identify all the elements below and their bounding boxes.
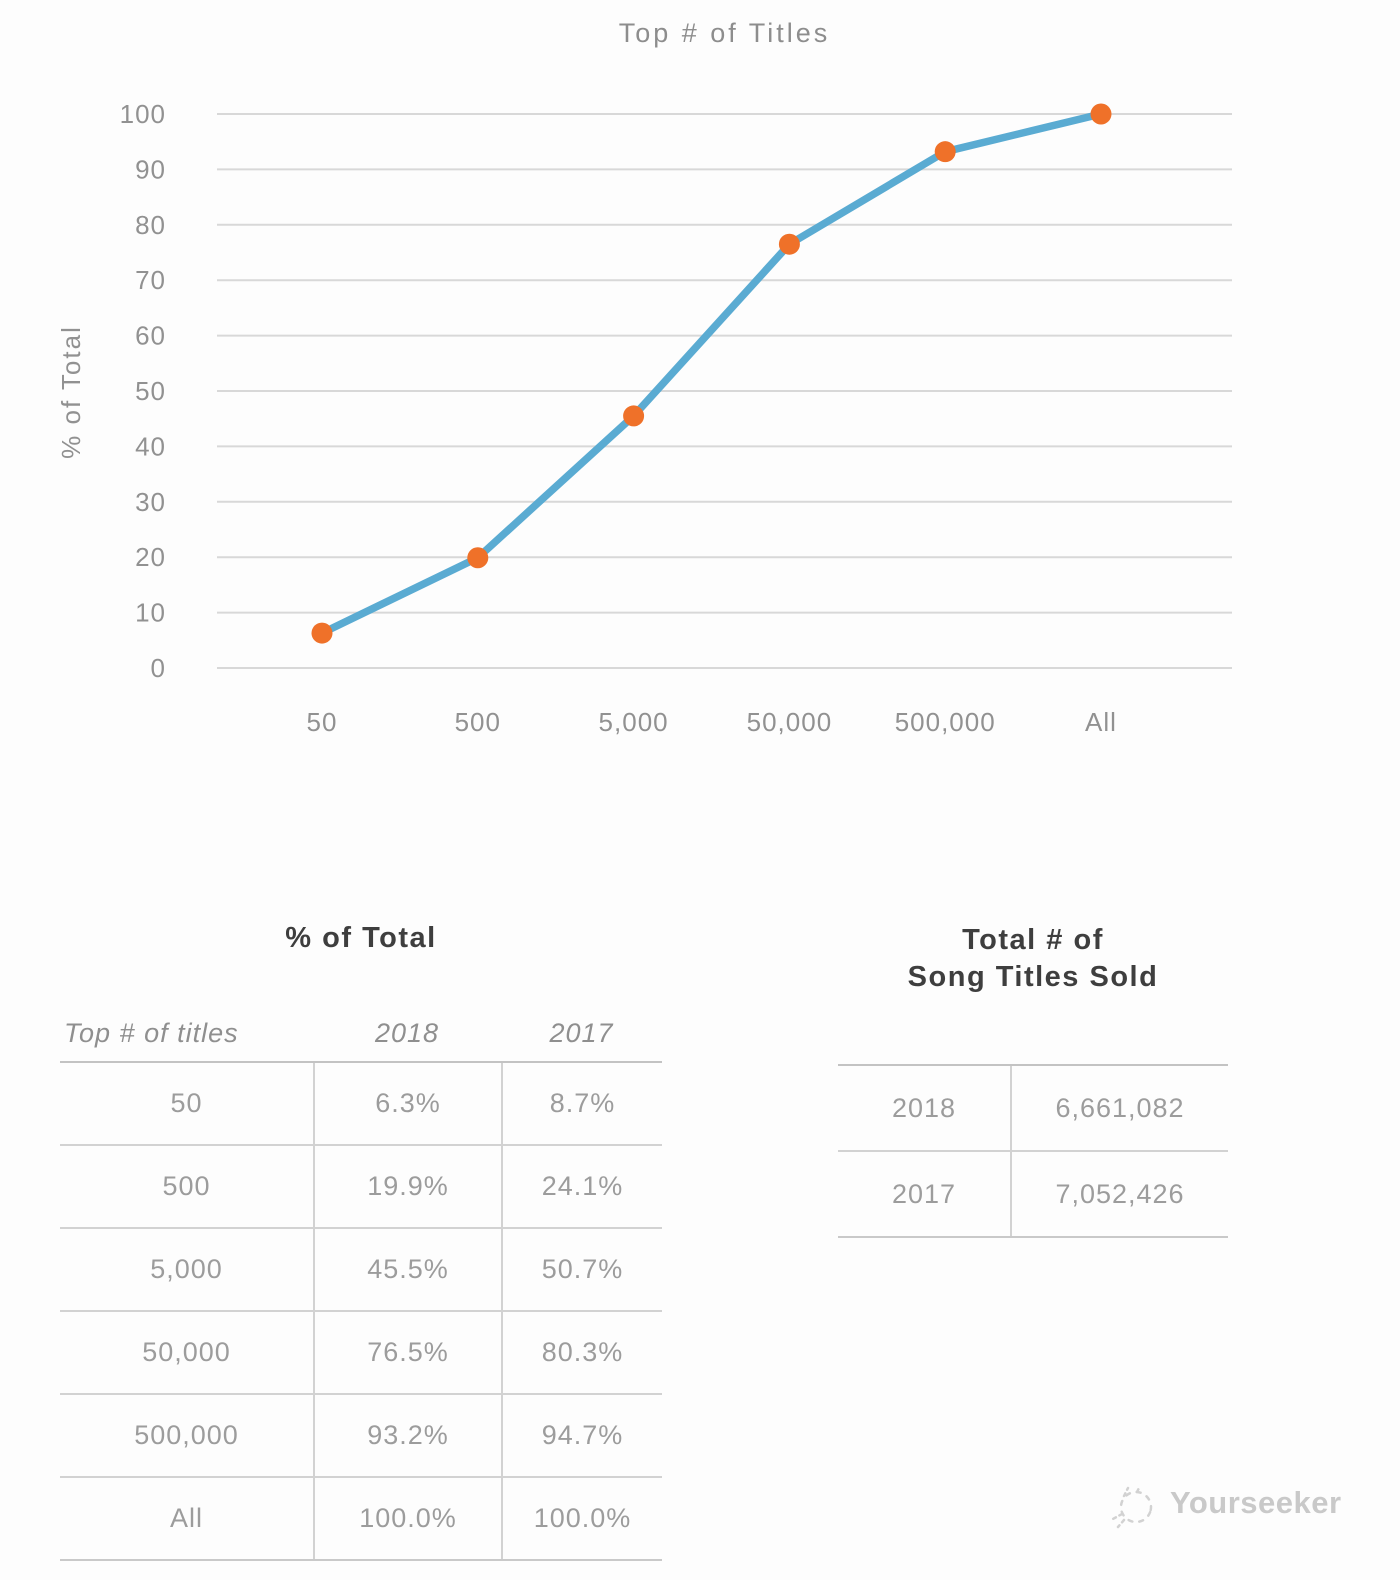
scribble-doodle-icon (1109, 1484, 1153, 1529)
totals-table-title-line1: Total # of (962, 924, 1104, 956)
totals-table-title: Total # of Song Titles Sold (838, 922, 1228, 996)
table-cell: 50.7% (501, 1229, 662, 1310)
table-cell: 6,661,082 (1010, 1066, 1228, 1150)
percent-table-header: Top # of titles 2018 2017 (60, 1012, 662, 1054)
table-cell: 45.5% (313, 1229, 501, 1310)
y-axis-title: % of Total (56, 325, 86, 459)
data-point-marker (467, 547, 489, 569)
percent-table-title: % of Total (285, 922, 437, 954)
percent-table-header-titles: Top # of titles (64, 1017, 239, 1048)
table-row: 50 6.3% 8.7% (60, 1063, 662, 1146)
watermark-label: Yourseeker (1170, 1485, 1342, 1520)
table-row: 2017 7,052,426 (838, 1152, 1228, 1236)
table-cell: 19.9% (313, 1146, 501, 1227)
table-cell: 500,000 (134, 1420, 239, 1450)
table-cell: 80.3% (501, 1312, 662, 1393)
data-point-marker (311, 622, 333, 644)
percent-table: 50 6.3% 8.7% 500 19.9% 24.1% 5,000 45.5% 50.7% 50… (60, 1061, 662, 1561)
table-cell: 6.3% (313, 1063, 501, 1144)
table-cell: 100.0% (313, 1478, 501, 1559)
table-cell: 5,000 (150, 1254, 223, 1284)
table-cell: 100.0% (501, 1478, 662, 1559)
y-axis-tick-label: 50 (135, 376, 166, 406)
table-cell: 2017 (891, 1178, 957, 1209)
y-axis-tick-label: 60 (135, 321, 166, 351)
data-line-2018 (318, 110, 1105, 637)
data-point-marker (1090, 103, 1112, 125)
y-axis-tick-label: 0 (151, 653, 166, 683)
table-cell: 500 (162, 1171, 211, 1201)
y-axis-tick-label: 90 (135, 154, 166, 184)
table-cell: 7,052,426 (1010, 1152, 1228, 1236)
x-axis-tick-label: All (1085, 707, 1117, 737)
table-cell: 24.1% (501, 1146, 662, 1227)
y-axis-tick-label: 10 (135, 598, 166, 628)
x-axis-tick-label: 50,000 (747, 707, 833, 737)
table-cell: 2018 (891, 1092, 957, 1123)
table-row: All 100.0% 100.0% (60, 1478, 662, 1559)
table-cell: 50 (170, 1088, 203, 1118)
table-row: 5,000 45.5% 50.7% (60, 1229, 662, 1312)
x-axis-tick-label: 5,000 (599, 707, 669, 737)
percent-table-header-2017: 2017 (549, 1017, 614, 1048)
data-point-marker (623, 405, 645, 427)
table-cell: 76.5% (313, 1312, 501, 1393)
chart-title: Top # of Titles (618, 18, 831, 48)
line-chart: 0 10 20 30 40 50 60 70 80 90 100 % of Total 50 500 5,0… (56, 99, 1232, 737)
data-point-marker (934, 141, 956, 163)
y-axis-tick-label: 100 (120, 99, 166, 129)
table-cell: All (169, 1503, 203, 1533)
x-axis-tick-label: 500,000 (895, 707, 996, 737)
percent-table-header-2018: 2018 (374, 1017, 440, 1048)
table-cell: 94.7% (501, 1395, 662, 1476)
table-cell: 8.7% (501, 1063, 662, 1144)
x-axis-tick-label: 50 (307, 707, 338, 737)
totals-table-title-line2: Song Titles Sold (907, 961, 1159, 993)
y-axis-tick-label: 70 (135, 265, 166, 295)
data-point-marker (778, 233, 800, 255)
watermark: Yourseeker (1104, 1474, 1342, 1532)
y-axis-tick-label: 40 (135, 431, 166, 461)
y-axis-tick-label: 30 (135, 487, 166, 517)
table-cell: 50,000 (142, 1337, 231, 1367)
y-axis-tick-label: 80 (135, 210, 166, 240)
totals-table: 2018 6,661,082 2017 7,052,426 (838, 1064, 1228, 1238)
y-axis-tick-label: 20 (135, 542, 166, 572)
x-axis-tick-label: 500 (455, 707, 501, 737)
table-row: 500,000 93.2% 94.7% (60, 1395, 662, 1478)
table-row: 2018 6,661,082 (838, 1066, 1228, 1152)
table-row: 500 19.9% 24.1% (60, 1146, 662, 1229)
table-row: 50,000 76.5% 80.3% (60, 1312, 662, 1395)
table-cell: 93.2% (313, 1395, 501, 1476)
